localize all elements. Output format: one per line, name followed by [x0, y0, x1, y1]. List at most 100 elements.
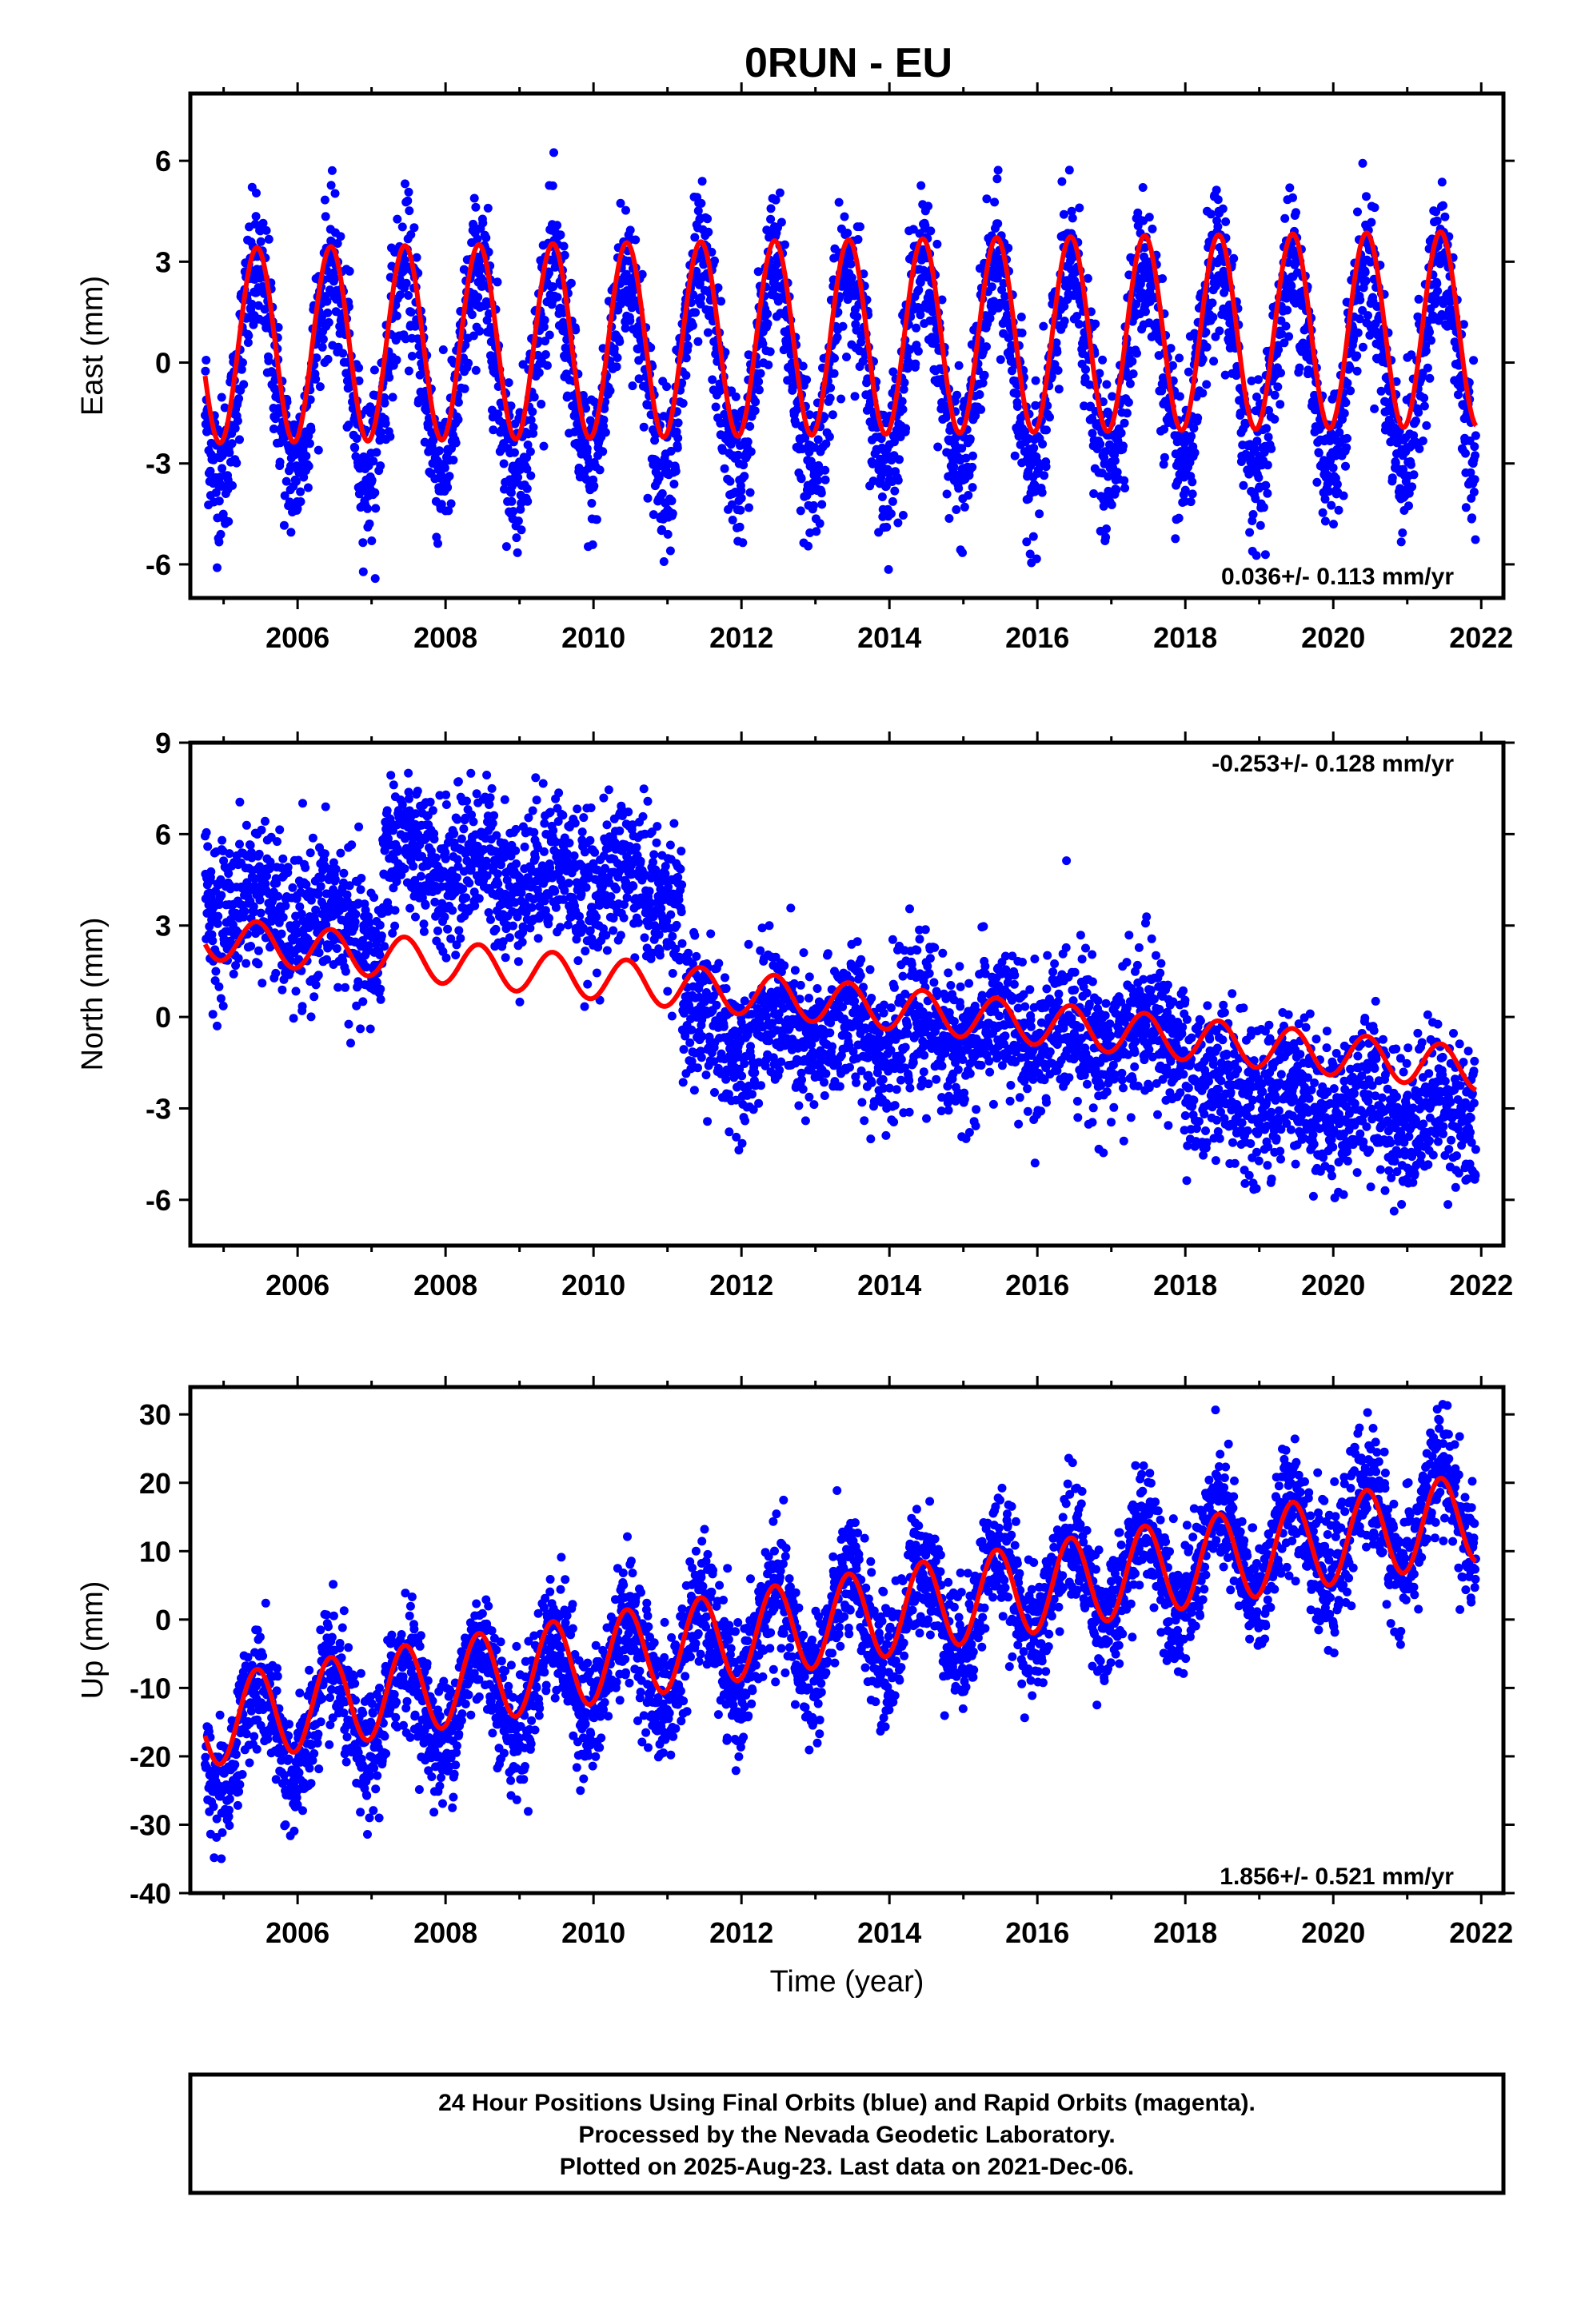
data-point [890, 487, 899, 496]
data-point [839, 322, 848, 331]
data-point [1017, 313, 1026, 321]
data-point [764, 361, 773, 369]
data-point [328, 166, 337, 175]
data-point [1229, 254, 1238, 263]
data-point [1425, 328, 1434, 337]
data-point [257, 909, 265, 918]
data-point [1353, 208, 1362, 217]
data-point [500, 460, 509, 468]
data-point [606, 386, 615, 395]
data-point [943, 490, 952, 499]
data-point [698, 177, 707, 185]
data-point [660, 557, 669, 566]
data-point [540, 442, 549, 451]
data-point [345, 1020, 353, 1029]
data-point [307, 425, 316, 434]
data-point [854, 235, 863, 244]
data-point [1038, 488, 1047, 497]
data-point [1333, 480, 1342, 488]
data-point [1276, 400, 1284, 409]
data-point [359, 568, 368, 576]
data-point [1198, 389, 1207, 397]
data-point [1040, 471, 1048, 480]
data-point [1415, 444, 1423, 453]
data-point [1101, 533, 1110, 542]
data-point [990, 197, 999, 206]
data-point [278, 855, 287, 863]
data-point [952, 391, 961, 400]
data-point [1120, 484, 1129, 492]
data-point [521, 843, 529, 851]
data-point [489, 819, 497, 827]
data-point [242, 959, 250, 968]
data-point [311, 375, 320, 384]
data-point [740, 472, 749, 480]
data-point [235, 435, 244, 444]
y-tick-label: 3 [155, 245, 171, 278]
data-point [914, 285, 923, 294]
data-point [1422, 346, 1431, 355]
data-point [1119, 441, 1128, 450]
data-point [322, 297, 331, 306]
data-point [691, 308, 700, 317]
data-point [462, 797, 471, 806]
data-point [982, 194, 991, 203]
data-point [363, 504, 372, 513]
data-point [211, 967, 220, 976]
data-point [878, 492, 887, 501]
data-point [242, 821, 251, 830]
data-point [1388, 473, 1397, 482]
data-point [669, 509, 677, 518]
data-point [203, 842, 212, 851]
data-point [1203, 343, 1212, 352]
data-point [830, 369, 839, 378]
data-point [996, 355, 1005, 364]
data-point [381, 399, 389, 408]
data-point [1370, 405, 1379, 413]
data-point [911, 360, 920, 369]
rate-label: 0.036+/- 0.113 mm/yr [1221, 564, 1454, 590]
data-point [1081, 365, 1090, 374]
data-point [1254, 375, 1263, 384]
data-point [246, 942, 255, 951]
data-point [398, 222, 407, 231]
data-point [1342, 443, 1351, 452]
data-point [217, 995, 226, 1003]
data-point [708, 375, 717, 384]
data-point [541, 316, 549, 325]
data-point [1054, 366, 1063, 375]
data-point [441, 855, 450, 863]
data-point [381, 419, 390, 428]
data-point [1312, 478, 1321, 487]
data-point [264, 357, 273, 365]
data-point [745, 504, 753, 512]
data-point [482, 771, 491, 779]
data-point [511, 847, 520, 855]
data-point [393, 844, 402, 853]
data-point [408, 352, 417, 361]
data-point [712, 403, 721, 412]
data-point [1410, 470, 1419, 479]
data-point [369, 893, 378, 902]
data-point [466, 769, 475, 778]
data-point [234, 394, 243, 403]
data-point [757, 369, 765, 378]
data-point [549, 148, 558, 157]
data-point [409, 223, 418, 232]
data-point [333, 944, 341, 953]
data-point [747, 448, 756, 456]
data-point [323, 309, 332, 317]
data-point [1471, 475, 1479, 484]
data-point [809, 501, 818, 510]
data-point [432, 854, 441, 863]
data-point [598, 447, 607, 456]
data-point [1175, 514, 1184, 523]
data-point [1283, 306, 1292, 315]
data-point [513, 473, 522, 482]
data-point [529, 423, 538, 432]
data-point [439, 345, 448, 354]
data-point [224, 517, 233, 526]
y-tick-label: -3 [146, 448, 171, 480]
data-point [826, 394, 835, 403]
data-point [1207, 209, 1216, 218]
